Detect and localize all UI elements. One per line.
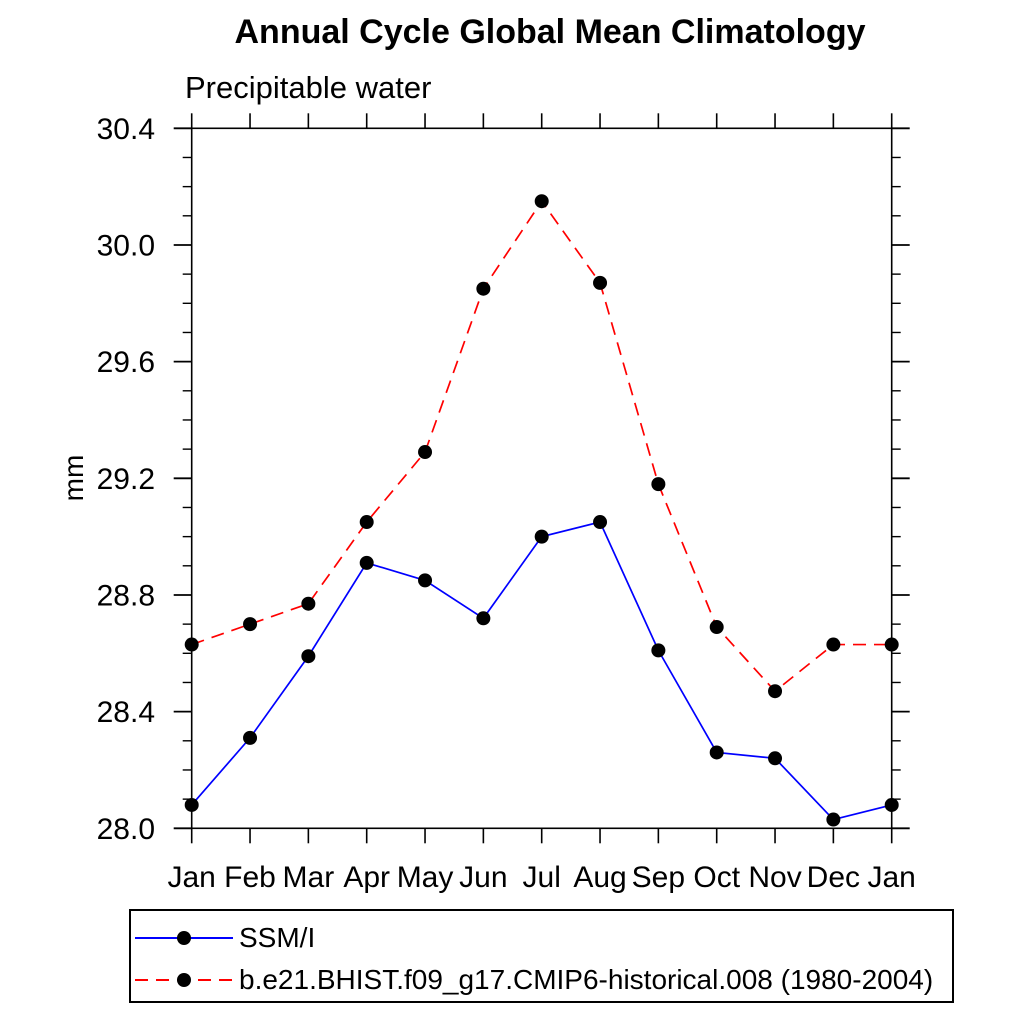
- x-tick-label: Mar: [283, 861, 335, 894]
- data-point-marker: [243, 617, 258, 632]
- data-point-marker: [651, 477, 666, 492]
- legend-item: SSM/I: [133, 922, 316, 953]
- data-point-marker: [884, 637, 899, 652]
- chart-title: Annual Cycle Global Mean Climatology: [234, 13, 866, 51]
- chart-subtitle: Precipitable water: [185, 70, 432, 105]
- data-point-marker: [651, 643, 666, 658]
- data-point-marker: [359, 515, 374, 530]
- x-tick-label: Aug: [573, 861, 626, 894]
- x-tick-label: Jan: [868, 861, 916, 894]
- data-point-marker: [243, 730, 258, 745]
- x-tick-label: Jul: [523, 861, 561, 894]
- y-tick-label: 30.0: [97, 229, 155, 262]
- legend-line-model-icon: [135, 973, 233, 987]
- data-point-marker: [301, 649, 316, 664]
- legend: SSM/I b.e21.BHIST.f09_g17.CMIP6-historic…: [129, 909, 954, 1003]
- legend-label: SSM/I: [239, 922, 316, 953]
- plot-frame: [190, 127, 893, 830]
- legend-label: b.e21.BHIST.f09_g17.CMIP6-historical.008…: [239, 964, 934, 995]
- x-tick-label: Feb: [224, 861, 276, 894]
- data-point-marker: [184, 637, 199, 652]
- data-point-marker: [359, 555, 374, 570]
- y-tick-label: 29.2: [97, 463, 155, 496]
- x-tick-label: Dec: [807, 861, 860, 894]
- data-point-marker: [768, 684, 783, 699]
- data-point-marker: [476, 281, 491, 296]
- data-point-marker: [593, 515, 608, 530]
- data-point-marker: [476, 611, 491, 626]
- data-point-marker: [826, 812, 841, 827]
- data-point-marker: [884, 797, 899, 812]
- legend-item: b.e21.BHIST.f09_g17.CMIP6-historical.008…: [133, 964, 934, 995]
- y-tick-label: 28.0: [97, 813, 155, 846]
- y-tick-label: 28.4: [97, 696, 155, 729]
- data-point-marker: [709, 620, 724, 635]
- y-tick-label: 30.4: [97, 113, 155, 146]
- data-point-marker: [184, 797, 199, 812]
- y-tick-label: 28.8: [97, 579, 155, 612]
- y-tick-label: 29.6: [97, 346, 155, 379]
- series-line-model: [191, 199, 892, 693]
- data-point-marker: [534, 194, 549, 209]
- data-point-marker: [534, 529, 549, 544]
- data-point-marker: [418, 573, 433, 588]
- x-tick-label: Sep: [632, 861, 685, 894]
- data-point-marker: [709, 745, 724, 760]
- series-line-ssmi: [191, 521, 892, 821]
- x-tick-label: May: [397, 861, 454, 894]
- legend-line-ssmi-icon: [135, 931, 233, 945]
- data-point-marker: [826, 637, 841, 652]
- x-tick-label: Oct: [693, 861, 740, 894]
- x-tick-label: Jan: [168, 861, 216, 894]
- data-point-marker: [768, 751, 783, 766]
- x-tick-label: Nov: [748, 861, 801, 894]
- x-tick-label: Jun: [459, 861, 507, 894]
- data-point-marker: [593, 275, 608, 290]
- x-tick-label: Apr: [343, 861, 390, 894]
- data-point-marker: [301, 596, 316, 611]
- data-point-marker: [418, 445, 433, 460]
